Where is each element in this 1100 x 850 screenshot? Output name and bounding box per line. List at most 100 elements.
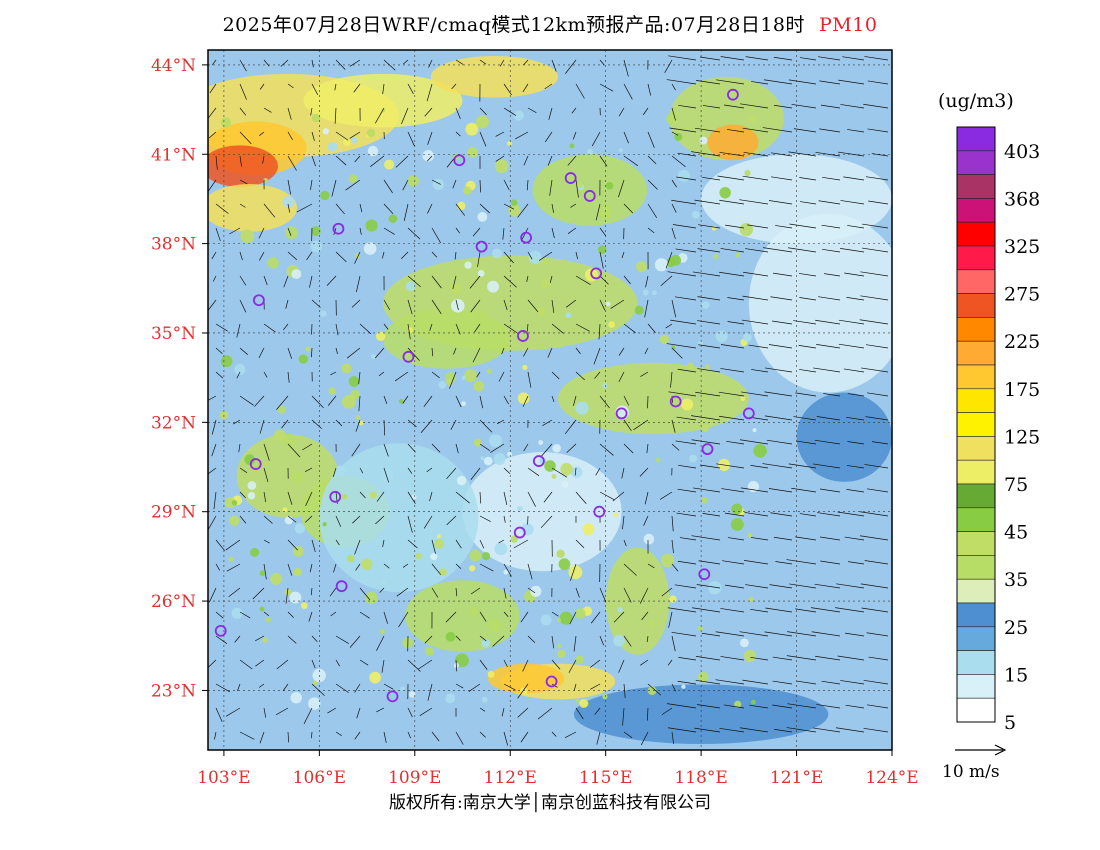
wind-vector <box>351 443 361 457</box>
wind-vector <box>691 151 721 157</box>
concentration-speck <box>556 618 562 623</box>
wind-vector <box>751 369 769 373</box>
concentration-speck <box>231 500 238 506</box>
concentration-speck <box>568 565 583 580</box>
wind-vector <box>840 248 865 253</box>
wind-vector <box>211 251 217 260</box>
wind-vector <box>842 56 865 61</box>
wind-vector <box>719 271 745 277</box>
wind-vector <box>311 683 325 696</box>
concentration-speck <box>712 253 719 260</box>
wind-vector <box>867 80 889 85</box>
wind-vector <box>354 539 361 555</box>
station-marker <box>564 172 577 184</box>
wind-vector <box>429 491 433 502</box>
wind-vector <box>477 251 481 268</box>
wind-vector <box>633 419 649 431</box>
wind-vector <box>330 611 337 617</box>
concentration-speck <box>552 443 561 453</box>
wind-vector <box>599 443 614 456</box>
wind-vector <box>426 467 433 473</box>
concentration-speck <box>743 649 756 663</box>
concentration-speck <box>294 523 305 534</box>
wind-vector <box>720 368 745 373</box>
wind-vector <box>695 391 721 397</box>
wind-vector <box>599 395 610 409</box>
wind-vector <box>523 155 529 166</box>
concentration-speck <box>681 398 694 411</box>
concentration-speck <box>220 117 232 128</box>
wind-vector <box>743 271 769 277</box>
wind-vector <box>215 539 225 551</box>
wind-vector <box>427 683 433 701</box>
concentration-speck <box>284 516 293 525</box>
wind-vector <box>527 299 539 313</box>
wind-vector <box>677 560 697 565</box>
concentration-speck <box>463 186 472 195</box>
wind-vector <box>225 707 241 717</box>
map-area <box>208 50 892 750</box>
concentration-speck <box>597 245 607 255</box>
station-marker <box>335 580 348 593</box>
wind-vector <box>599 299 606 311</box>
wind-vector <box>354 683 361 693</box>
wind-vector <box>503 731 509 746</box>
wind-vector <box>618 179 625 198</box>
wind-vector <box>796 680 817 685</box>
wind-vector <box>676 416 697 421</box>
wind-vector <box>575 179 579 198</box>
wind-vector <box>287 515 297 523</box>
colorbar-swatch <box>956 388 996 413</box>
wind-vector <box>310 179 313 190</box>
concentration-speck <box>503 569 509 575</box>
wind-vector <box>455 731 464 745</box>
wind-vector <box>479 179 481 193</box>
wind-vector <box>671 227 676 240</box>
wind-vector <box>818 296 841 301</box>
wind-vector <box>671 631 697 637</box>
wind-vector <box>623 155 639 167</box>
concentration-speck <box>284 588 292 596</box>
wind-vector <box>474 323 481 333</box>
wind-vector <box>522 395 529 407</box>
wind-vector <box>287 731 290 743</box>
wind-vector <box>646 707 649 721</box>
wind-vector <box>671 299 677 318</box>
wind-vector <box>407 323 411 340</box>
wind-vector <box>311 155 316 167</box>
wind-vector <box>837 511 865 517</box>
concentration-speck <box>565 312 572 319</box>
wind-vector <box>259 83 265 90</box>
wind-vector <box>750 537 769 541</box>
wind-vector <box>424 107 433 117</box>
concentration-speck <box>536 307 546 317</box>
wind-vector <box>407 491 416 504</box>
wind-vector <box>573 683 577 691</box>
wind-vector <box>863 103 889 109</box>
wind-vector <box>455 659 457 672</box>
wind-vector <box>407 299 413 315</box>
wind-vector <box>407 515 413 533</box>
wind-vector <box>287 251 298 261</box>
wind-vector <box>766 439 793 445</box>
colorbar-swatch <box>956 459 996 485</box>
wind-vector <box>335 731 342 736</box>
wind-vector <box>239 467 248 474</box>
wind-vector <box>523 443 529 452</box>
wind-vector <box>479 539 485 549</box>
concentration-speck <box>263 178 269 183</box>
concentration-speck <box>528 250 542 264</box>
wind-vector <box>376 635 385 651</box>
concentration-speck <box>731 503 743 515</box>
concentration-speck <box>517 505 523 512</box>
colorbar-swatch <box>956 555 996 580</box>
wind-vector <box>349 635 361 648</box>
wind-vector <box>427 131 433 145</box>
wind-vector <box>623 635 632 647</box>
wind-vector <box>848 561 865 565</box>
concentration-speck <box>708 581 722 595</box>
concentration-speck <box>282 507 288 513</box>
concentration-speck <box>464 261 472 269</box>
wind-vector <box>669 127 697 133</box>
wind-vector <box>765 607 793 613</box>
